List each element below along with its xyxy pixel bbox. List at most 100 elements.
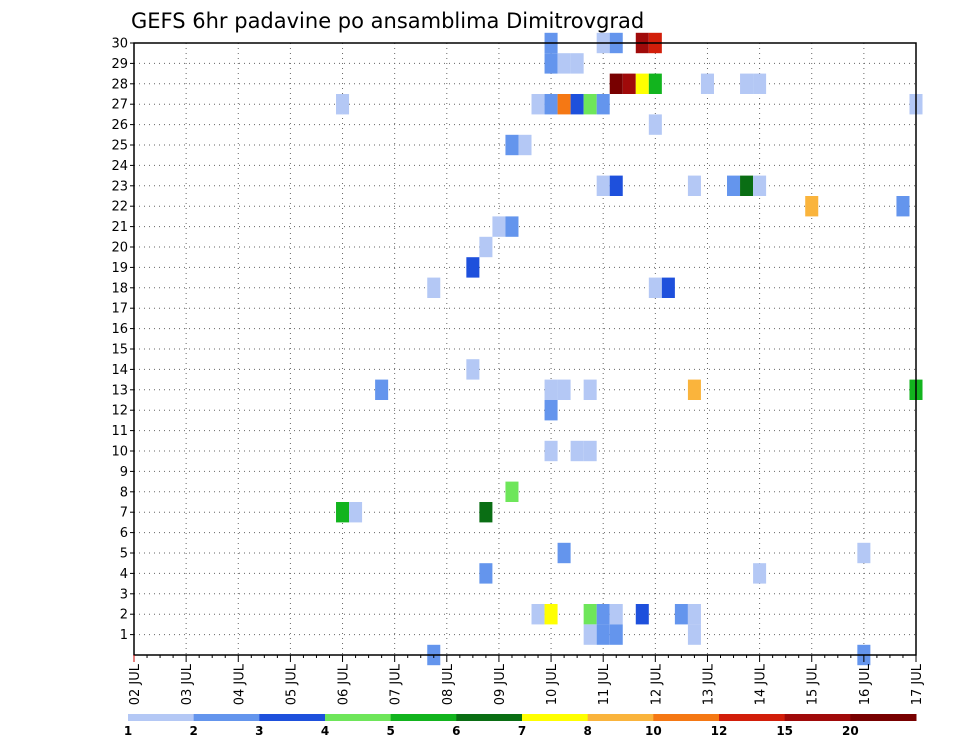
- precip-cell: [596, 94, 610, 115]
- x-tick-label: 14 JUL: [754, 663, 769, 705]
- precip-cell: [583, 440, 597, 462]
- precip-cell: [531, 604, 545, 625]
- y-tick-label: 7: [120, 506, 128, 521]
- precip-cell: [544, 53, 558, 74]
- legend-swatch: [522, 714, 589, 721]
- y-tick-label: 1: [120, 628, 128, 643]
- y-tick-label: 19: [111, 261, 128, 276]
- x-axis: 02 JUL 03 JUL 04 JUL 05 JUL 06 JUL 07 JUL 08 J…: [128, 655, 925, 705]
- legend-swatch: [587, 714, 654, 721]
- precip-cell: [492, 216, 506, 237]
- color-legend: 1 2 3 4 5 6 7 8 10 12 15 20: [124, 714, 917, 738]
- precip-cells: [336, 32, 923, 666]
- precip-cell: [505, 134, 519, 156]
- precip-cell: [466, 257, 480, 278]
- precip-cell: [753, 175, 767, 196]
- legend-label: 2: [189, 724, 197, 738]
- y-tick-label: 24: [111, 159, 128, 174]
- y-tick-label: 18: [111, 281, 128, 296]
- precip-cell: [505, 216, 519, 237]
- legend-label: 12: [711, 724, 728, 738]
- precip-cell: [544, 379, 558, 400]
- y-tick-label: 3: [120, 587, 128, 602]
- precip-cell: [557, 379, 571, 400]
- precip-cell: [479, 502, 493, 523]
- precip-cell: [753, 73, 767, 94]
- legend-swatch: [456, 714, 523, 721]
- precip-cell: [583, 624, 597, 645]
- legend-swatch: [850, 714, 917, 721]
- precip-cell: [557, 53, 571, 74]
- y-tick-label: 13: [111, 383, 128, 398]
- legend-swatch: [390, 714, 457, 721]
- precip-cell: [700, 73, 714, 94]
- y-axis: 1234567891011121314151617181920212223242…: [111, 37, 134, 643]
- precip-cell: [336, 94, 350, 115]
- y-tick-label: 11: [111, 424, 128, 439]
- y-tick-label: 22: [111, 200, 128, 215]
- precip-cell: [427, 277, 441, 298]
- precip-cell: [753, 563, 767, 584]
- precip-cell: [648, 73, 662, 94]
- y-tick-label: 26: [111, 118, 128, 133]
- y-tick-label: 12: [111, 404, 128, 419]
- y-tick-label: 17: [111, 302, 128, 317]
- precip-cell: [557, 94, 571, 115]
- y-tick-label: 25: [111, 139, 128, 154]
- legend-label: 20: [842, 724, 859, 738]
- y-tick-label: 10: [111, 445, 128, 460]
- precip-cell: [674, 604, 688, 625]
- x-tick-label: 04 JUL: [232, 663, 247, 705]
- x-tick-label: 06 JUL: [337, 663, 352, 705]
- precip-cell: [609, 624, 623, 645]
- y-tick-label: 14: [111, 363, 128, 378]
- y-tick-label: 15: [111, 343, 128, 358]
- y-tick-label: 21: [111, 220, 128, 235]
- precip-cell: [609, 175, 623, 196]
- precip-cell: [622, 73, 636, 94]
- legend-label: 1: [124, 724, 132, 738]
- precip-cell: [583, 94, 597, 115]
- legend-swatch: [193, 714, 260, 721]
- legend-swatch: [784, 714, 851, 721]
- precip-cell: [505, 481, 519, 502]
- precip-cell: [570, 53, 584, 74]
- precip-cell: [583, 379, 597, 400]
- precip-cell: [544, 440, 558, 462]
- x-tick-label: 11 JUL: [597, 663, 612, 705]
- y-tick-label: 27: [111, 98, 128, 113]
- x-tick-label: 10 JUL: [545, 663, 560, 705]
- precip-cell: [518, 134, 532, 156]
- legend-swatch: [325, 714, 392, 721]
- precip-cell: [661, 277, 675, 298]
- x-tick-label: 02 JUL: [128, 663, 143, 705]
- y-tick-label: 23: [111, 179, 128, 194]
- precip-cell: [479, 236, 493, 258]
- precip-cell: [805, 196, 819, 217]
- x-tick-label: 07 JUL: [389, 663, 404, 705]
- y-tick-label: 2: [120, 608, 128, 623]
- precip-cell: [609, 73, 623, 94]
- precip-cell: [544, 94, 558, 115]
- y-tick-label: 5: [120, 547, 128, 562]
- precip-cell: [727, 175, 741, 196]
- y-tick-label: 30: [111, 37, 128, 52]
- x-tick-label: 09 JUL: [493, 663, 508, 705]
- precip-cell: [544, 604, 558, 625]
- precip-cell: [570, 440, 584, 462]
- precip-cell: [479, 563, 493, 584]
- legend-label: 6: [452, 724, 460, 738]
- x-tick-label: 17 JUL: [910, 663, 925, 705]
- precip-cell: [596, 624, 610, 645]
- precip-cell: [531, 94, 545, 115]
- precip-cell: [609, 604, 623, 625]
- legend-swatch: [719, 714, 786, 721]
- y-tick-label: 29: [111, 57, 128, 72]
- y-tick-label: 28: [111, 77, 128, 92]
- legend-swatch: [128, 714, 195, 721]
- x-tick-label: 16 JUL: [858, 663, 873, 705]
- precip-cell: [648, 114, 662, 135]
- precip-cell: [466, 359, 480, 380]
- precip-cell: [687, 624, 701, 645]
